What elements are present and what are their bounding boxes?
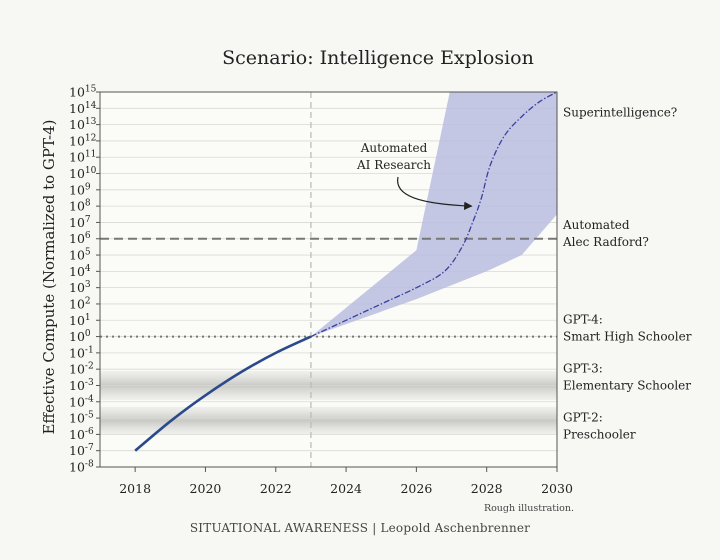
annotation-automated-ai-research: Automated AI Research <box>356 141 431 172</box>
y-tick-label: 103 <box>69 280 91 295</box>
series-line-2 <box>310 91 558 338</box>
x-tick-label: 2018 <box>119 481 151 496</box>
y-tick-label: 10-5 <box>69 411 94 426</box>
x-tick-label: 2026 <box>400 481 432 496</box>
y-tick-label: 10-1 <box>69 345 94 360</box>
y-tick-label: 1014 <box>69 101 97 116</box>
footnote: Rough illustration. <box>484 503 574 514</box>
y-tick-label: 10-8 <box>69 460 94 475</box>
annotation-arrow <box>397 176 473 210</box>
plot-frame <box>99 91 558 468</box>
plot-area: 2018 2020 2022 2024 2026 2028 2030 10-8 10-710-6… <box>69 85 692 497</box>
y-tick-label: 1011 <box>69 150 96 165</box>
y-tick-label: 10-7 <box>69 443 94 458</box>
right-label-1: Superintelligence? <box>563 105 677 119</box>
y-tick-label: 10-6 <box>69 427 94 442</box>
y-tick-label: 1010 <box>69 166 97 181</box>
y-tick-label: 102 <box>69 296 91 311</box>
y-tick-label: 104 <box>69 264 91 279</box>
x-tick-label: 2030 <box>541 481 573 496</box>
x-tick-label: 2020 <box>190 481 222 496</box>
right-label-2: Automated Alec Radford? <box>562 218 649 249</box>
y-tick-label: 10-2 <box>69 362 94 377</box>
right-label-3: GPT-4: Smart High Schooler <box>563 313 692 344</box>
right-label-5: GPT-2: Preschooler <box>563 410 636 441</box>
y-tick-label: 10-3 <box>69 378 94 393</box>
x-tick-label: 2022 <box>260 481 292 496</box>
y-tick-label: 10-4 <box>69 394 94 409</box>
y-tick-label: 100 <box>69 329 91 344</box>
y-tick-label: 108 <box>69 199 91 214</box>
y-tick-label: 109 <box>69 182 91 197</box>
y-tick-label: 106 <box>69 231 91 246</box>
x-tick-label: 2024 <box>330 481 362 496</box>
y-tick-label: 107 <box>69 215 91 230</box>
y-tick-label: 105 <box>69 248 91 263</box>
y-axis-label: Effective Compute (Normalized to GPT-4) <box>40 119 58 434</box>
y-tick-label: 101 <box>69 313 91 328</box>
y-tick-label: 1012 <box>69 133 96 148</box>
chart-title: Scenario: Intelligence Explosion <box>222 47 534 69</box>
right-label-4: GPT-3: Elementary Schooler <box>563 361 691 392</box>
series-line-1 <box>134 335 312 452</box>
capability-band-2 <box>100 406 557 435</box>
credit: SITUATIONAL AWARENESS | Leopold Aschenbr… <box>190 521 530 535</box>
x-tick-label: 2028 <box>471 481 503 496</box>
y-tick-label: 1013 <box>69 117 97 132</box>
y-tick-label: 1015 <box>69 85 97 100</box>
